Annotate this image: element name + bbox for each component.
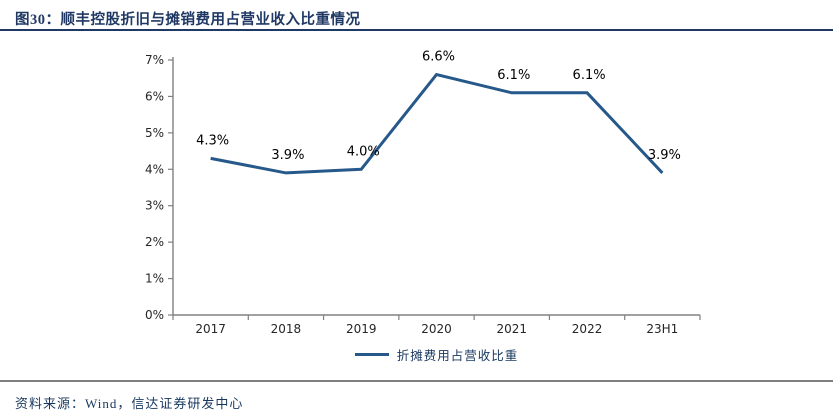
data-point-label: 4.0% (347, 144, 380, 159)
y-axis-tick-label: 0% (145, 308, 164, 322)
y-axis-tick-label: 4% (145, 162, 164, 176)
legend-series-label: 折摊费用占营收比重 (396, 348, 519, 363)
data-point-label: 6.6% (422, 50, 455, 65)
title-divider-line (0, 29, 833, 31)
y-axis-tick-label: 5% (145, 126, 164, 140)
x-axis-category-label: 2022 (572, 322, 603, 336)
y-axis-tick-label: 3% (145, 199, 164, 213)
x-axis-category-label: 2020 (421, 322, 452, 336)
data-point-label: 3.9% (271, 148, 304, 163)
data-point-label: 6.1% (573, 68, 606, 83)
legend-line-marker (354, 352, 389, 356)
x-axis-category-label: 2018 (271, 322, 302, 336)
source-attribution: 资料来源：Wind，信达证券研发中心 (15, 396, 244, 411)
y-axis-tick-label: 1% (145, 272, 164, 286)
y-axis-tick-label: 2% (145, 235, 164, 249)
footer-divider-line (0, 380, 833, 382)
y-axis-tick-label: 6% (145, 89, 164, 103)
data-point-label: 3.9% (648, 148, 681, 163)
x-axis-category-label: 2019 (346, 322, 377, 336)
figure-title: 图30：顺丰控股折旧与摊销费用占营业收入比重情况 (15, 12, 361, 28)
x-axis-category-label: 2017 (195, 322, 226, 336)
data-point-label: 4.3% (196, 133, 229, 148)
x-axis-category-label: 2021 (497, 322, 528, 336)
chart-legend: 折摊费用占营收比重 (173, 346, 700, 363)
series-line (210, 72, 664, 175)
y-axis-tick-label: 7% (145, 53, 164, 67)
x-axis-category-label: 23H1 (646, 322, 678, 336)
data-point-label: 6.1% (497, 68, 530, 83)
